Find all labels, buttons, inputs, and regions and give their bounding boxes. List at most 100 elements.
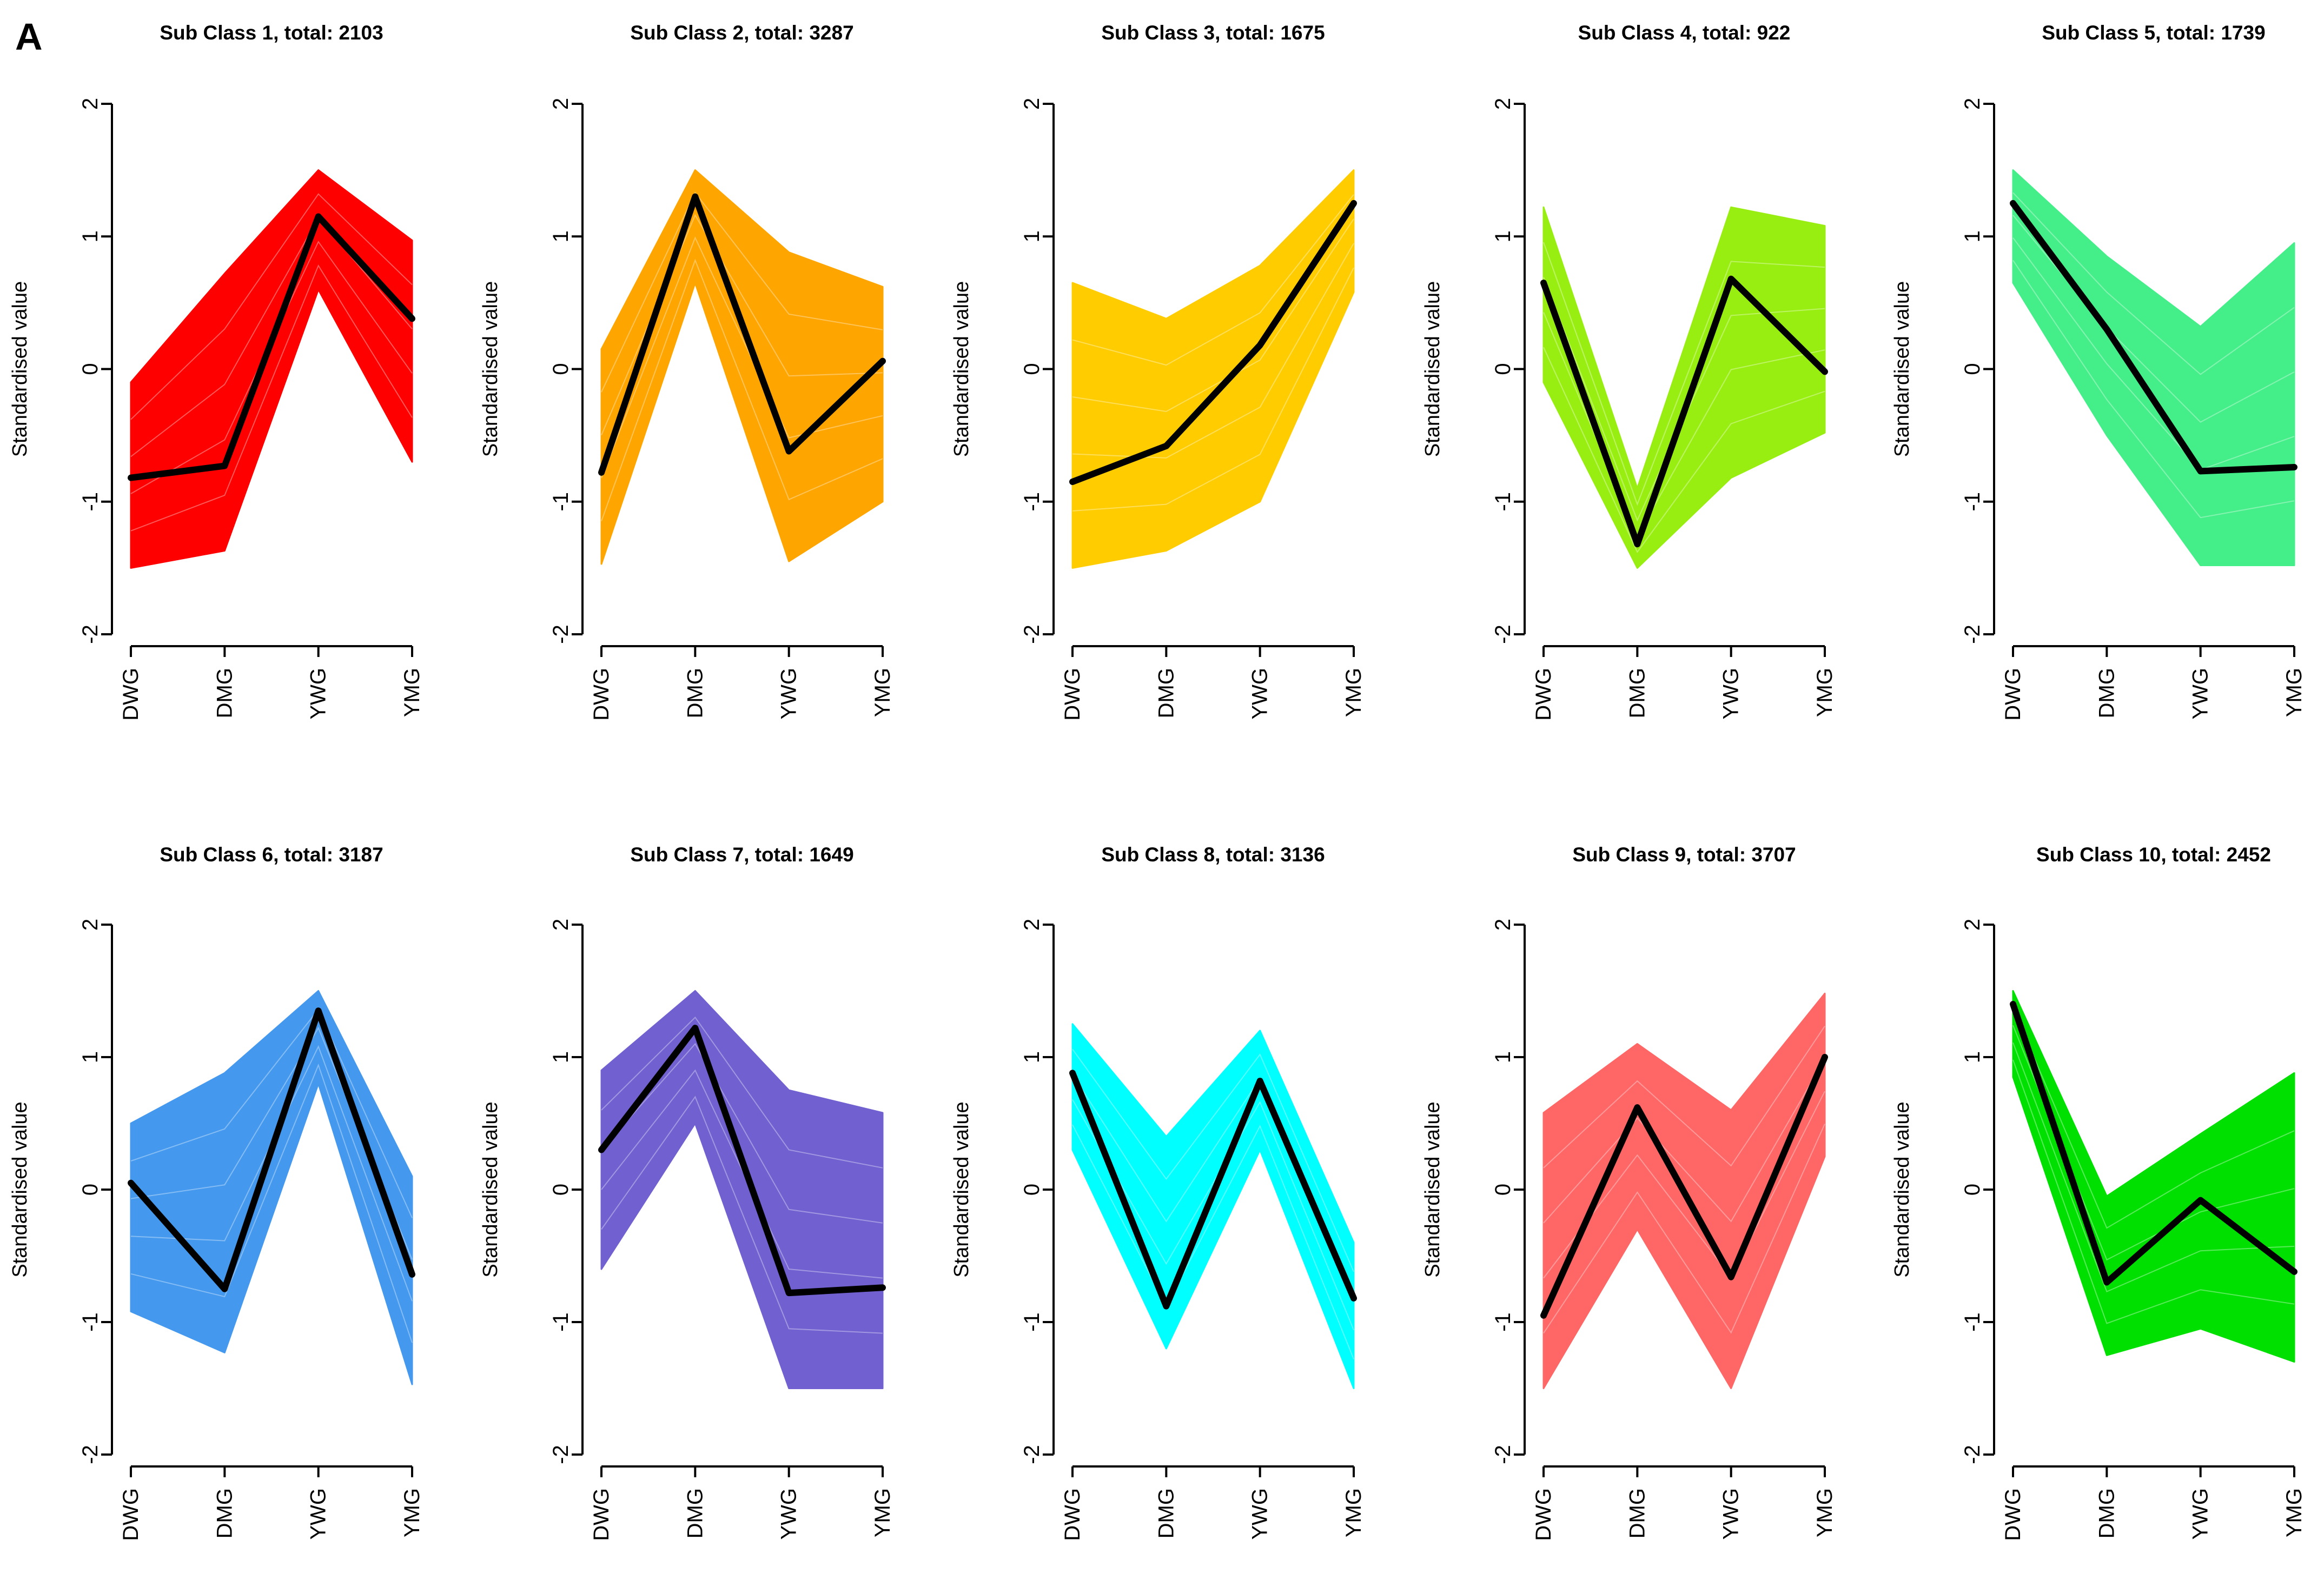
y-axis-label: Standardised value — [950, 1101, 973, 1277]
y-tick-label: 0 — [1491, 1184, 1515, 1196]
centroid-point — [601, 1149, 602, 1151]
profile-band — [130, 169, 413, 569]
centroid-point — [1543, 282, 1544, 284]
centroid-point — [1072, 1072, 1073, 1074]
x-tick-label: YWG — [307, 1488, 330, 1540]
profile-band — [2012, 990, 2295, 1363]
centroid-point — [1259, 1080, 1261, 1082]
x-tick-label: DMG — [1625, 668, 1649, 718]
x-tick-label: YWG — [777, 668, 801, 720]
chart-panel-9: Sub Class 9, total: 3707 -2 -1 0 1 2 Standardi… — [1421, 844, 1837, 1541]
profile-line — [130, 1063, 413, 1343]
centroid-line — [2010, 200, 2297, 475]
profile-line — [130, 193, 413, 420]
y-tick-label: -2 — [78, 625, 102, 644]
centroid-line — [128, 1007, 415, 1292]
centroid-point — [412, 1273, 413, 1275]
profile-lines — [1072, 194, 1354, 512]
y-tick-label: -2 — [1961, 1445, 1984, 1464]
x-axis: DWG DMG YWG YMG — [119, 645, 424, 721]
centroid-point — [130, 477, 131, 479]
y-tick-label: -1 — [1020, 1312, 1044, 1332]
centroid-point — [412, 318, 413, 320]
x-tick-label: DWG — [590, 1488, 613, 1541]
y-axis: -2 -1 0 1 2 Standardised value — [1421, 919, 1526, 1464]
profile-line — [2012, 1042, 2295, 1292]
y-tick-label: 0 — [1020, 363, 1044, 375]
panel-title: Sub Class 5, total: 1739 — [2042, 22, 2265, 44]
x-tick-label: YMG — [871, 668, 895, 717]
profile-band — [600, 169, 884, 565]
x-axis: DWG DMG YWG YMG — [119, 1465, 424, 1541]
y-axis: -2 -1 0 1 2 Standardised value — [950, 919, 1055, 1464]
centroid-point — [788, 1292, 790, 1294]
centroid-point — [1824, 371, 1825, 373]
profile-line — [601, 1016, 883, 1169]
x-tick-label: DWG — [1532, 1488, 1555, 1541]
y-tick-label: 2 — [78, 919, 102, 931]
profile-line — [601, 258, 883, 521]
x-tick-label: YMG — [1813, 668, 1837, 717]
profile-band — [2012, 169, 2295, 566]
y-axis: -2 -1 0 1 2 Standardised value — [1421, 98, 1526, 644]
x-axis: DWG DMG YWG YMG — [1532, 1465, 1837, 1541]
y-axis: -2 -1 0 1 2 Standardised value — [950, 98, 1055, 644]
centroid-point — [788, 450, 790, 452]
panel-title: Sub Class 10, total: 2452 — [2036, 844, 2271, 866]
y-tick-label: -2 — [78, 1445, 102, 1464]
chart-panel-3: Sub Class 3, total: 1675 -2 -1 0 1 2 Standardi… — [950, 22, 1366, 721]
y-tick-label: -1 — [1491, 1312, 1515, 1332]
profile-lines — [2012, 1007, 2295, 1324]
centroid-point — [317, 216, 319, 217]
chart-panel-2: Sub Class 2, total: 3287 -2 -1 0 1 2 Standardi… — [479, 22, 895, 721]
profile-line — [1072, 267, 1354, 512]
centroid-point — [2106, 1282, 2108, 1283]
chart-panel-8: Sub Class 8, total: 3136 -2 -1 0 1 2 Standardi… — [950, 844, 1366, 1541]
profile-line — [1072, 1124, 1354, 1359]
profile-band — [600, 990, 884, 1389]
x-tick-label: YMG — [2282, 668, 2306, 717]
panel-title: Sub Class 9, total: 3707 — [1572, 844, 1796, 866]
y-tick-label: -1 — [549, 492, 573, 512]
x-tick-label: YWG — [1248, 1488, 1272, 1540]
x-tick-label: DMG — [683, 1488, 707, 1538]
x-tick-label: YWG — [1719, 668, 1743, 720]
x-tick-label: DWG — [119, 1488, 143, 1541]
profile-line — [601, 1096, 883, 1334]
chart-panel-6: Sub Class 6, total: 3187 -2 -1 0 1 2 Standardi… — [9, 844, 424, 1541]
y-tick-label: 0 — [549, 363, 573, 375]
centroid-point — [2294, 466, 2295, 468]
x-tick-label: YMG — [1813, 1488, 1837, 1537]
y-tick-label: -1 — [1961, 1312, 1984, 1332]
profile-band — [1071, 169, 1355, 569]
x-tick-label: DWG — [590, 668, 613, 721]
profile-band — [1071, 1023, 1355, 1389]
x-tick-label: DWG — [1061, 1488, 1084, 1541]
y-tick-label: -1 — [78, 492, 102, 512]
x-axis: DWG DMG YWG YMG — [1061, 645, 1366, 721]
centroid-point — [1730, 1276, 1732, 1278]
y-tick-label: 2 — [78, 98, 102, 110]
x-tick-label: DWG — [2001, 668, 2025, 721]
x-tick-label: DWG — [2001, 1488, 2025, 1541]
y-tick-label: -2 — [1491, 1445, 1515, 1464]
x-tick-label: DMG — [1625, 1488, 1649, 1538]
centroid-point — [2012, 1004, 2014, 1005]
profile-line — [130, 1008, 413, 1218]
y-tick-label: 0 — [549, 1184, 573, 1196]
x-tick-label: YWG — [307, 668, 330, 720]
profile-line — [1072, 1048, 1354, 1272]
y-tick-label: -1 — [1020, 492, 1044, 512]
y-tick-label: -2 — [1961, 625, 1984, 644]
centroid-line — [598, 193, 886, 476]
profile-line — [1543, 1124, 1825, 1334]
panel-title: Sub Class 7, total: 1649 — [630, 844, 853, 866]
centroid-line — [1069, 1070, 1357, 1310]
centroid-point — [601, 472, 602, 473]
profile-line — [1072, 243, 1354, 459]
y-axis: -2 -1 0 1 2 Standardised value — [1891, 919, 1995, 1464]
x-tick-label: YWG — [2189, 668, 2213, 720]
chart-panel-7: Sub Class 7, total: 1649 -2 -1 0 1 2 Standardi… — [479, 844, 895, 1541]
panel-title: Sub Class 2, total: 3287 — [630, 22, 853, 44]
y-tick-label: 2 — [1491, 98, 1515, 110]
